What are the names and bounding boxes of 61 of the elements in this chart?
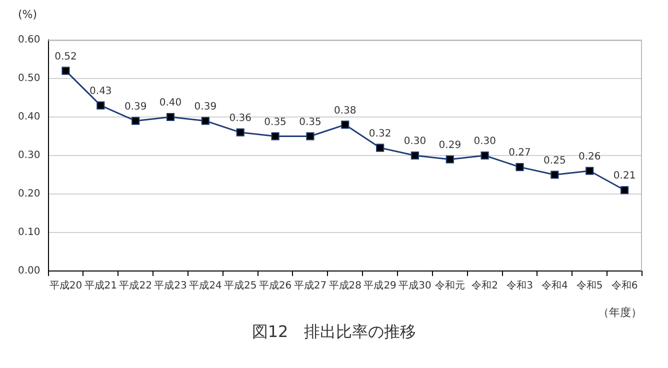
- x-tick-label: 平成24: [189, 280, 222, 292]
- x-tick-label: 令和元: [434, 280, 465, 292]
- text: 図12 排出比率の推移: [250, 322, 418, 343]
- point: [516, 163, 524, 172]
- x-tick-label: 令和2: [472, 280, 498, 292]
- x-tick-label: 平成28: [328, 280, 362, 292]
- point: [446, 155, 454, 164]
- x-tick-label: 平成29: [364, 280, 396, 292]
- y-tick-label: 0.10: [18, 227, 40, 238]
- x-tick-label: 平成22: [119, 280, 152, 292]
- text: 0.35: [299, 116, 322, 128]
- x-tick-label: 平成23: [154, 280, 187, 292]
- y-tick-label: 0.50: [18, 73, 40, 84]
- point: [132, 116, 140, 125]
- point: [166, 112, 175, 122]
- point: [306, 132, 314, 140]
- x-tick-label: 令和4: [542, 280, 568, 292]
- point: [236, 128, 244, 136]
- point: [341, 120, 350, 129]
- text: 0.39: [194, 101, 217, 112]
- point: [96, 101, 105, 110]
- y-axis-title: (%): [18, 8, 38, 21]
- x-tick-label: 平成21: [84, 280, 118, 292]
- text: 0.32: [368, 128, 392, 140]
- x-tick-label: 平成30: [398, 280, 432, 292]
- text: 0.21: [613, 170, 636, 182]
- point: [62, 66, 70, 75]
- text: 0.52: [54, 51, 77, 62]
- x-tick-label: 平成27: [294, 280, 327, 292]
- y-tick-label: 0.60: [18, 34, 40, 46]
- x-tick-label: 平成20: [49, 280, 82, 292]
- text: 0.40: [159, 98, 182, 109]
- point: [271, 132, 280, 140]
- x-tick-label: 令和5: [576, 280, 603, 292]
- text: 0.25: [544, 155, 566, 166]
- x-axis-title: （年度）: [598, 305, 642, 320]
- x-tick-label: 令和6: [611, 280, 638, 292]
- point: [201, 116, 210, 125]
- y-tick-label: 0.30: [18, 150, 40, 162]
- text: 0.29: [438, 140, 462, 151]
- text: 0.30: [404, 136, 426, 148]
- text: 0.35: [264, 116, 286, 128]
- text: 0.26: [578, 151, 601, 162]
- text: 0.27: [508, 148, 531, 159]
- text: 0.39: [124, 101, 147, 112]
- text: 0.43: [90, 86, 112, 98]
- x-tick-label: 平成26: [258, 280, 292, 292]
- text: 0.30: [474, 136, 496, 148]
- text: 0.36: [229, 112, 252, 124]
- point: [586, 166, 594, 175]
- point: [480, 151, 489, 160]
- point: [550, 170, 559, 179]
- point: [410, 151, 420, 160]
- y-tick-label: 0.40: [18, 112, 40, 123]
- point: [620, 186, 629, 194]
- y-tick-label: 0.00: [18, 266, 40, 277]
- x-tick-label: 平成25: [224, 280, 257, 292]
- point: [376, 144, 384, 152]
- text: 0.38: [334, 105, 356, 116]
- x-tick-label: 令和3: [506, 280, 533, 292]
- y-tick-label: 0.20: [18, 188, 40, 200]
